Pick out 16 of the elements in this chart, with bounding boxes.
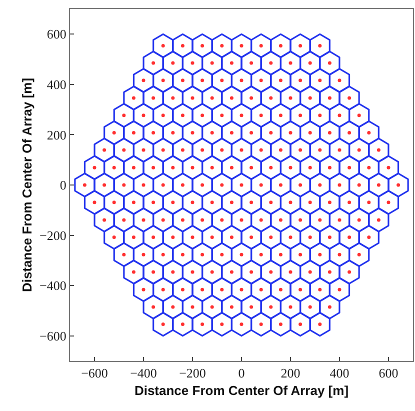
x-tick-label: 200 [280,366,300,381]
x-tick-label: −200 [179,366,206,381]
y-axis-title: Distance From Center Of Array [m] [20,78,35,292]
y-tick-label: 400 [46,76,66,92]
y-tick-label: 600 [46,26,66,42]
x-tick-label: −400 [130,366,157,381]
x-tick-label: 0 [238,366,245,381]
x-tick-label: −600 [81,366,108,381]
y-tick-label: 200 [46,127,66,142]
y-tick-label: −400 [40,278,66,294]
y-tick-label: −600 [40,328,66,344]
y-tick-label: 0 [60,178,66,193]
x-tick-label: 400 [330,366,350,381]
y-tick-label: −200 [40,228,66,243]
x-tick-label: 600 [378,366,398,381]
x-axis-title: Distance From Center Of Array [m] [134,383,349,398]
